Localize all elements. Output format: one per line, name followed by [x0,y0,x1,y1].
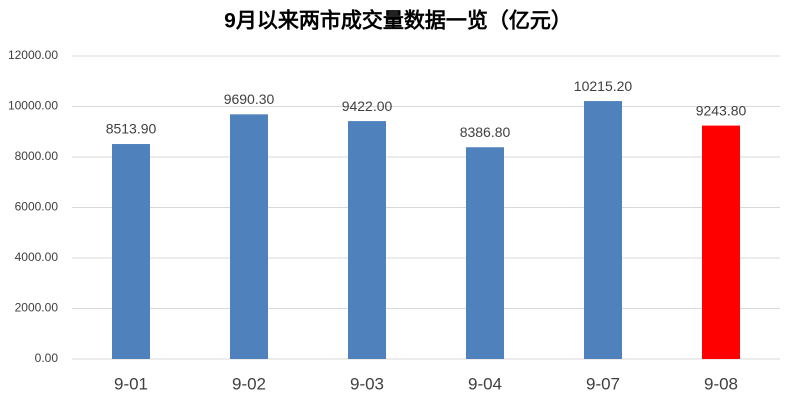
data-label: 9422.00 [342,98,393,114]
y-tick-label: 4000.00 [15,250,59,264]
y-tick-label: 12000.00 [8,48,58,62]
data-label: 8513.90 [106,121,157,137]
data-label: 10215.20 [574,78,633,94]
bar [702,125,740,359]
bar [584,101,622,360]
y-tick-label: 2000.00 [15,301,59,315]
bar [230,114,268,360]
x-tick-label: 9-07 [586,374,620,393]
data-label: 9690.30 [224,91,275,107]
x-tick-label: 9-04 [468,374,502,393]
y-tick-label: 10000.00 [8,99,58,113]
bar [466,147,504,359]
x-tick-label: 9-02 [232,374,266,393]
bar [112,144,150,359]
data-label: 8386.80 [460,124,511,140]
x-tick-label: 9-08 [704,374,738,393]
bar [348,121,386,359]
chart-title: 9月以来两市成交量数据一览（亿元） [224,9,572,33]
x-tick-label: 9-03 [350,374,384,393]
y-tick-label: 8000.00 [15,149,59,163]
data-label: 9243.80 [696,102,747,118]
x-tick-label: 9-01 [114,374,148,393]
y-tick-label: 0.00 [35,351,59,365]
y-tick-label: 6000.00 [15,200,59,214]
